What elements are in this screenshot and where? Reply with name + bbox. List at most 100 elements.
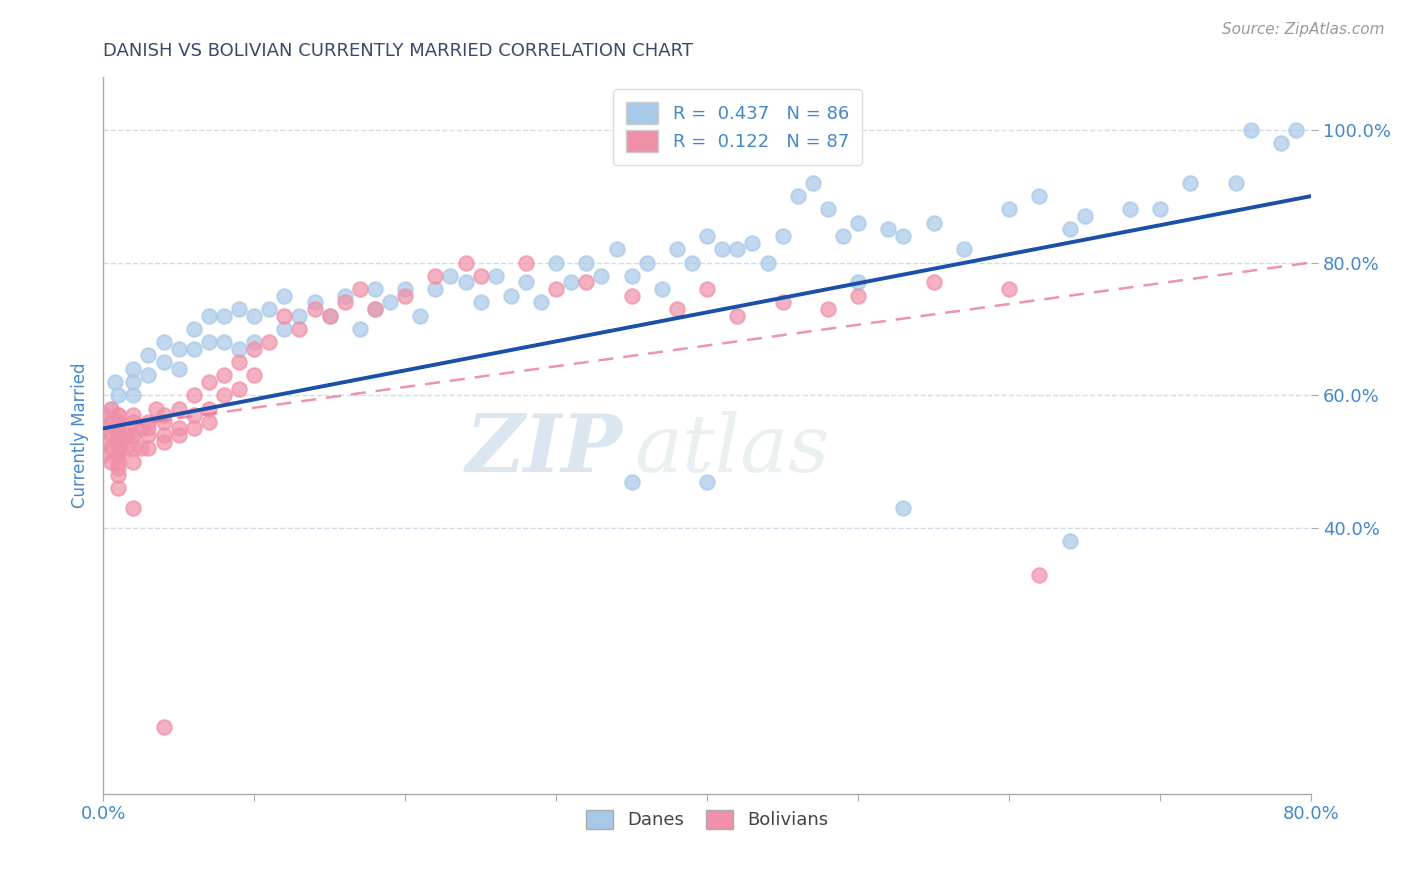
Point — [378, 295, 401, 310]
Point — [1270, 136, 1292, 150]
Point — [183, 342, 205, 356]
Point — [167, 421, 190, 435]
Point — [129, 421, 152, 435]
Point — [228, 301, 250, 316]
Point — [183, 421, 205, 435]
Point — [145, 401, 167, 416]
Point — [665, 301, 688, 316]
Point — [515, 255, 537, 269]
Point — [575, 276, 598, 290]
Point — [546, 255, 568, 269]
Point — [741, 235, 763, 250]
Point — [91, 434, 114, 449]
Point — [620, 268, 643, 283]
Point — [575, 255, 598, 269]
Point — [183, 388, 205, 402]
Point — [152, 720, 174, 734]
Point — [772, 295, 794, 310]
Point — [499, 289, 522, 303]
Point — [152, 355, 174, 369]
Point — [1059, 222, 1081, 236]
Point — [998, 202, 1021, 217]
Point — [129, 442, 152, 456]
Point — [243, 335, 266, 350]
Point — [725, 309, 748, 323]
Point — [122, 375, 145, 389]
Point — [107, 428, 129, 442]
Point — [515, 276, 537, 290]
Point — [846, 216, 869, 230]
Point — [1225, 176, 1247, 190]
Point — [1240, 122, 1263, 136]
Point — [288, 322, 311, 336]
Point — [107, 467, 129, 482]
Point — [304, 295, 326, 310]
Point — [1180, 176, 1202, 190]
Point — [114, 428, 136, 442]
Point — [318, 309, 340, 323]
Point — [333, 289, 356, 303]
Point — [138, 442, 160, 456]
Point — [122, 455, 145, 469]
Legend: R =  0.437   N = 86, R =  0.122   N = 87: R = 0.437 N = 86, R = 0.122 N = 87 — [613, 89, 862, 165]
Point — [725, 242, 748, 256]
Point — [167, 361, 190, 376]
Point — [198, 415, 221, 429]
Point — [104, 375, 127, 389]
Point — [198, 401, 221, 416]
Point — [122, 361, 145, 376]
Point — [212, 335, 235, 350]
Point — [318, 309, 340, 323]
Point — [349, 322, 371, 336]
Point — [138, 348, 160, 362]
Point — [333, 295, 356, 310]
Point — [409, 309, 432, 323]
Point — [228, 355, 250, 369]
Point — [198, 309, 221, 323]
Point — [107, 481, 129, 495]
Point — [100, 455, 122, 469]
Point — [425, 282, 447, 296]
Point — [107, 428, 129, 442]
Point — [152, 428, 174, 442]
Point — [893, 501, 915, 516]
Point — [425, 268, 447, 283]
Point — [1028, 567, 1050, 582]
Point — [591, 268, 613, 283]
Point — [257, 301, 280, 316]
Point — [454, 255, 477, 269]
Point — [560, 276, 582, 290]
Point — [893, 229, 915, 244]
Point — [1059, 534, 1081, 549]
Point — [257, 335, 280, 350]
Point — [152, 408, 174, 422]
Point — [100, 442, 122, 456]
Point — [107, 442, 129, 456]
Point — [122, 501, 145, 516]
Point — [546, 282, 568, 296]
Point — [394, 282, 416, 296]
Point — [212, 309, 235, 323]
Point — [167, 401, 190, 416]
Point — [167, 342, 190, 356]
Point — [877, 222, 900, 236]
Point — [107, 434, 129, 449]
Point — [364, 301, 387, 316]
Point — [922, 216, 945, 230]
Point — [1028, 189, 1050, 203]
Point — [651, 282, 673, 296]
Point — [100, 401, 122, 416]
Point — [107, 461, 129, 475]
Point — [91, 448, 114, 462]
Point — [620, 289, 643, 303]
Point — [152, 415, 174, 429]
Point — [100, 415, 122, 429]
Point — [167, 428, 190, 442]
Point — [832, 229, 855, 244]
Point — [107, 455, 129, 469]
Point — [801, 176, 824, 190]
Point — [228, 382, 250, 396]
Point — [122, 428, 145, 442]
Point — [91, 408, 114, 422]
Point — [228, 342, 250, 356]
